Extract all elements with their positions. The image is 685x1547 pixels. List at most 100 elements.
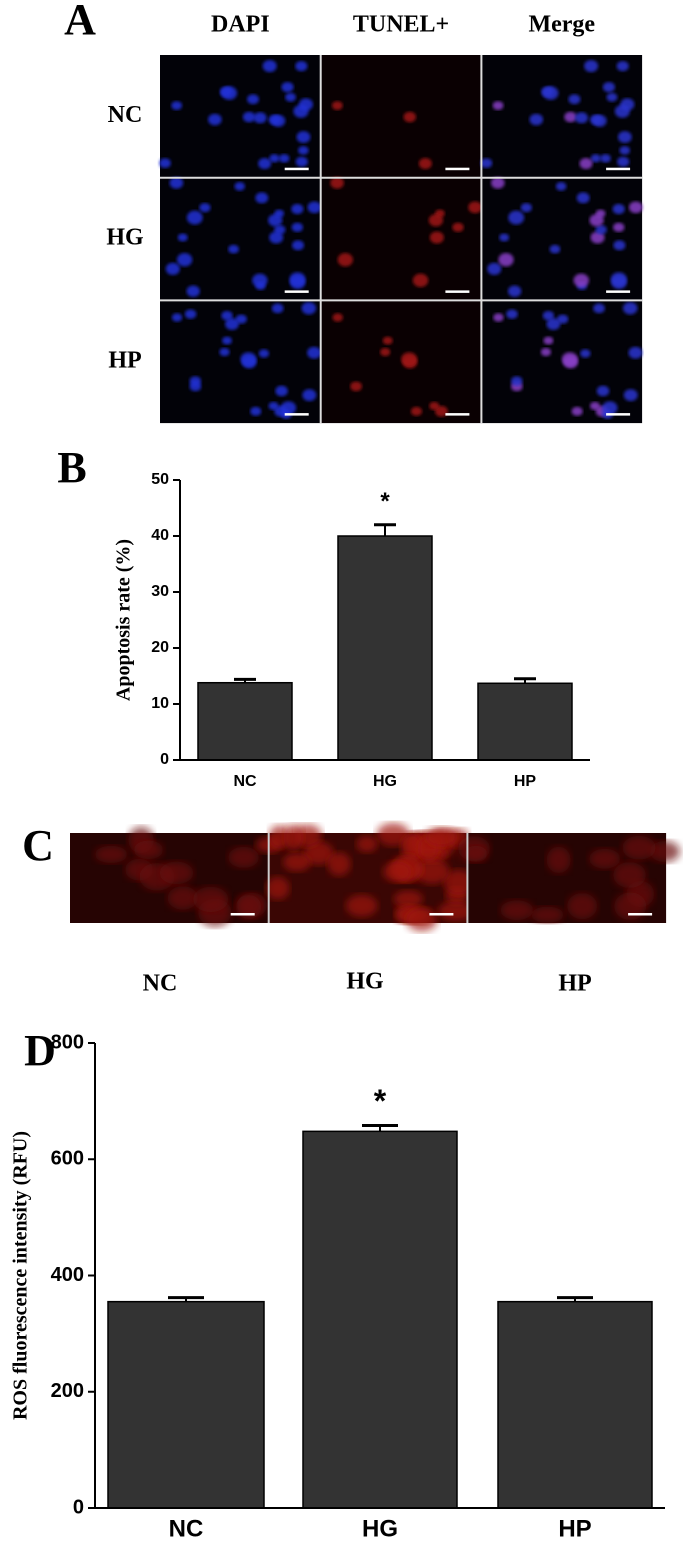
scale-bar bbox=[606, 413, 631, 416]
significance-mark: * bbox=[380, 488, 390, 515]
nucleus bbox=[506, 309, 518, 319]
nucleus bbox=[546, 318, 561, 330]
cell-blob bbox=[327, 852, 351, 876]
image-cell bbox=[320, 55, 482, 178]
column-label: HG bbox=[346, 969, 384, 995]
image-cell bbox=[320, 177, 482, 301]
nucleus bbox=[622, 301, 638, 315]
y-tick-label: 40 bbox=[151, 527, 169, 544]
nucleus bbox=[561, 352, 578, 367]
panel-label: C bbox=[22, 821, 54, 870]
column-label: TUNEL+ bbox=[353, 12, 449, 38]
row-label: HP bbox=[108, 347, 141, 373]
nucleus bbox=[221, 310, 233, 321]
scale-bar bbox=[445, 167, 470, 171]
nucleus bbox=[225, 318, 239, 330]
nucleus bbox=[590, 231, 605, 244]
nucleus bbox=[208, 113, 222, 126]
scale-bar bbox=[284, 413, 309, 416]
x-tick-label: NC bbox=[169, 1515, 204, 1542]
cell-blob bbox=[415, 858, 450, 884]
nucleus bbox=[269, 231, 284, 244]
nucleus bbox=[595, 224, 607, 235]
nucleus bbox=[628, 346, 643, 359]
nucleus bbox=[189, 376, 202, 386]
nucleus bbox=[301, 301, 317, 315]
cell-blob bbox=[228, 846, 260, 868]
nucleus bbox=[219, 347, 230, 357]
nucleus bbox=[499, 233, 510, 242]
cell-blob bbox=[500, 900, 534, 921]
microscopy-grid bbox=[159, 55, 643, 424]
x-tick-label: HP bbox=[514, 773, 537, 790]
x-tick-label: NC bbox=[233, 773, 257, 790]
y-axis-label: ROS fluorescence intensity (RFU) bbox=[10, 1131, 32, 1420]
nucleus bbox=[171, 313, 183, 322]
nucleus bbox=[252, 273, 268, 288]
cell-blob bbox=[622, 835, 656, 860]
nucleus bbox=[529, 113, 544, 126]
cell-blob bbox=[437, 901, 474, 921]
nucleus bbox=[418, 157, 432, 170]
nucleus bbox=[428, 214, 444, 227]
nucleus bbox=[511, 376, 523, 386]
nucleus bbox=[543, 336, 554, 345]
image-cell bbox=[320, 300, 482, 424]
nucleus bbox=[602, 81, 616, 93]
cell-blob bbox=[159, 861, 194, 885]
nucleus bbox=[169, 177, 184, 189]
y-tick-label: 10 bbox=[151, 695, 169, 712]
nucleus bbox=[247, 94, 260, 105]
nucleus bbox=[508, 210, 525, 225]
nucleus bbox=[268, 401, 279, 411]
nucleus bbox=[186, 285, 200, 297]
y-axis-label: Apoptosis rate (%) bbox=[113, 539, 135, 701]
scale-bar bbox=[284, 167, 309, 171]
nucleus bbox=[580, 349, 591, 358]
cell-blob bbox=[546, 846, 571, 874]
cell-blob bbox=[382, 861, 412, 883]
nucleus bbox=[606, 92, 618, 102]
nucleus bbox=[480, 158, 493, 168]
nucleus bbox=[382, 336, 393, 345]
cell-blob bbox=[614, 892, 647, 921]
nucleus bbox=[222, 336, 233, 345]
nucleus bbox=[589, 214, 604, 227]
y-tick-label: 0 bbox=[73, 1496, 84, 1518]
nucleus bbox=[571, 406, 583, 416]
nucleus bbox=[616, 61, 629, 72]
nucleus bbox=[199, 203, 211, 213]
cell-blob bbox=[589, 848, 621, 869]
nucleus bbox=[540, 347, 552, 357]
nucleus bbox=[579, 157, 593, 170]
image-cell bbox=[481, 55, 643, 178]
cell-blob bbox=[567, 892, 598, 920]
y-tick-label: 20 bbox=[151, 639, 169, 656]
nucleus bbox=[159, 158, 171, 168]
nucleus bbox=[271, 303, 284, 314]
nucleus bbox=[337, 253, 353, 267]
nucleus bbox=[429, 231, 444, 244]
nucleus bbox=[555, 182, 567, 191]
y-tick-label: 200 bbox=[51, 1380, 84, 1402]
nucleus bbox=[429, 401, 440, 411]
cell-blob bbox=[303, 841, 334, 865]
nucleus bbox=[253, 112, 267, 124]
nucleus bbox=[613, 240, 626, 251]
nucleus bbox=[281, 81, 294, 93]
cell-blob bbox=[94, 845, 128, 864]
nucleus bbox=[330, 177, 344, 189]
cell-blob bbox=[400, 833, 423, 861]
y-tick-label: 800 bbox=[51, 1031, 84, 1053]
nucleus bbox=[492, 101, 504, 111]
bar bbox=[477, 682, 573, 761]
nucleus bbox=[285, 92, 297, 102]
nucleus bbox=[262, 59, 277, 73]
column-label: HP bbox=[558, 971, 591, 997]
column-label: Merge bbox=[528, 12, 595, 38]
cell-blob bbox=[530, 906, 564, 923]
y-tick-label: 400 bbox=[51, 1264, 84, 1286]
nucleus bbox=[186, 210, 203, 225]
nucleus bbox=[541, 86, 554, 97]
